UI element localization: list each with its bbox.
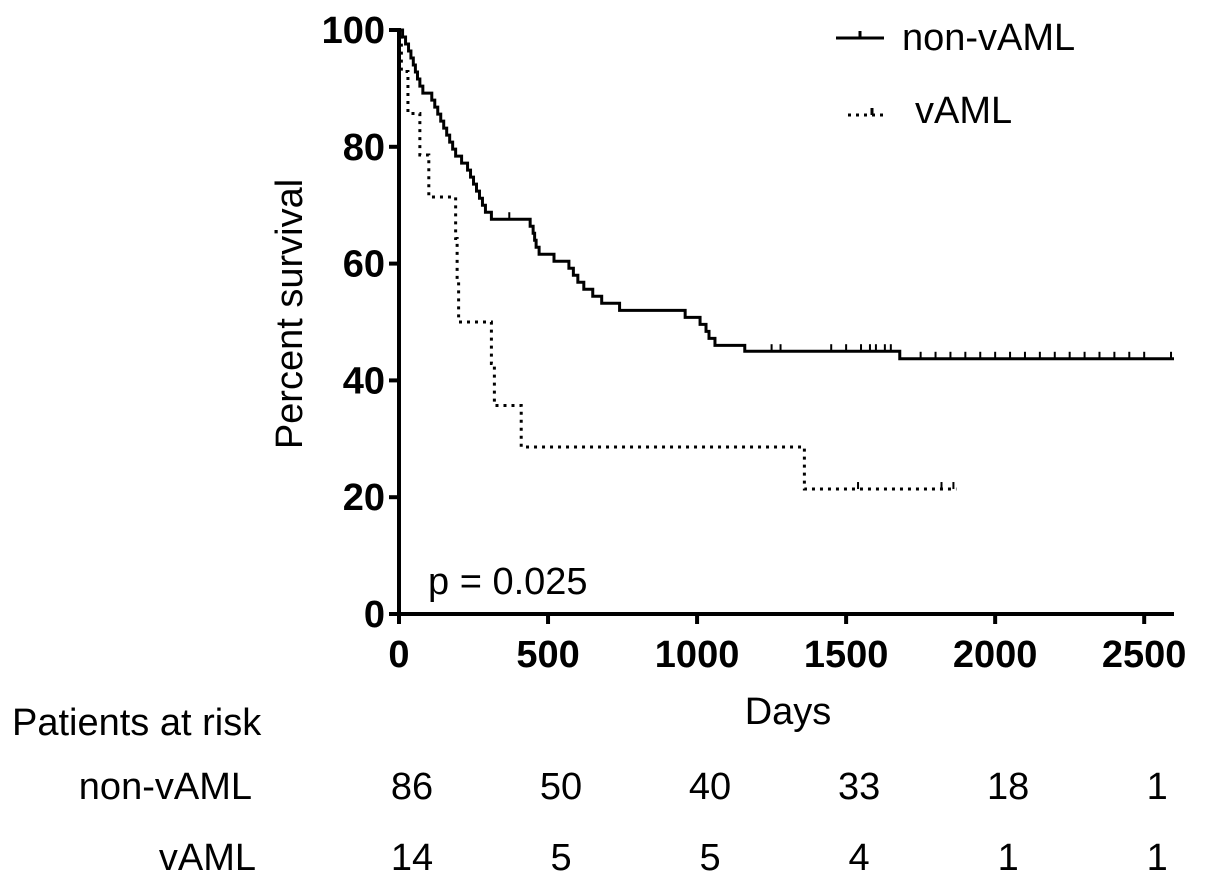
at-risk-value: 40: [689, 766, 731, 808]
x-axis-title: Days: [745, 691, 832, 733]
legend-label-vaml: vAML: [915, 90, 1012, 132]
x-tick-label: 0: [388, 634, 409, 676]
x-tick-label: 1500: [804, 634, 889, 676]
x-tick-label: 2000: [953, 634, 1038, 676]
at-risk-table: Patients at risk non-vAML 86 50 40 33 18 1 vAML…: [12, 702, 1168, 873]
at-risk-row-label: vAML: [159, 837, 256, 873]
y-tick-label: 20: [343, 477, 385, 519]
y-tick-label: 80: [343, 127, 385, 169]
y-tick-label: 0: [364, 594, 385, 636]
series-line-vaml: [399, 28, 957, 491]
legend-label-non-vaml: non-vAML: [902, 17, 1075, 59]
at-risk-value: 33: [838, 766, 880, 808]
p-value-annotation: p = 0.025: [428, 561, 588, 603]
at-risk-value: 1: [998, 837, 1019, 873]
at-risk-value: 5: [700, 837, 721, 873]
y-axis-title: Percent survival: [269, 179, 311, 449]
at-risk-value: 86: [391, 766, 433, 808]
at-risk-value: 18: [987, 766, 1029, 808]
survival-curves: [399, 28, 1174, 491]
at-risk-row-label: non-vAML: [79, 766, 252, 808]
y-tick-label: 100: [322, 10, 385, 52]
series-line-non-vaml: [399, 28, 1174, 361]
at-risk-value: 4: [849, 837, 870, 873]
at-risk-value: 1: [1147, 837, 1168, 873]
y-tick-label: 40: [343, 360, 385, 402]
x-tick-label: 500: [516, 634, 579, 676]
at-risk-title: Patients at risk: [12, 702, 262, 744]
at-risk-value: 14: [391, 837, 433, 873]
x-tick-label: 2500: [1102, 634, 1187, 676]
at-risk-value: 5: [550, 837, 571, 873]
chart-legend: non-vAML vAML: [836, 17, 1075, 132]
y-tick-label: 60: [343, 244, 385, 286]
at-risk-value: 50: [540, 766, 582, 808]
at-risk-value: 1: [1147, 766, 1168, 808]
x-tick-label: 1000: [655, 634, 740, 676]
